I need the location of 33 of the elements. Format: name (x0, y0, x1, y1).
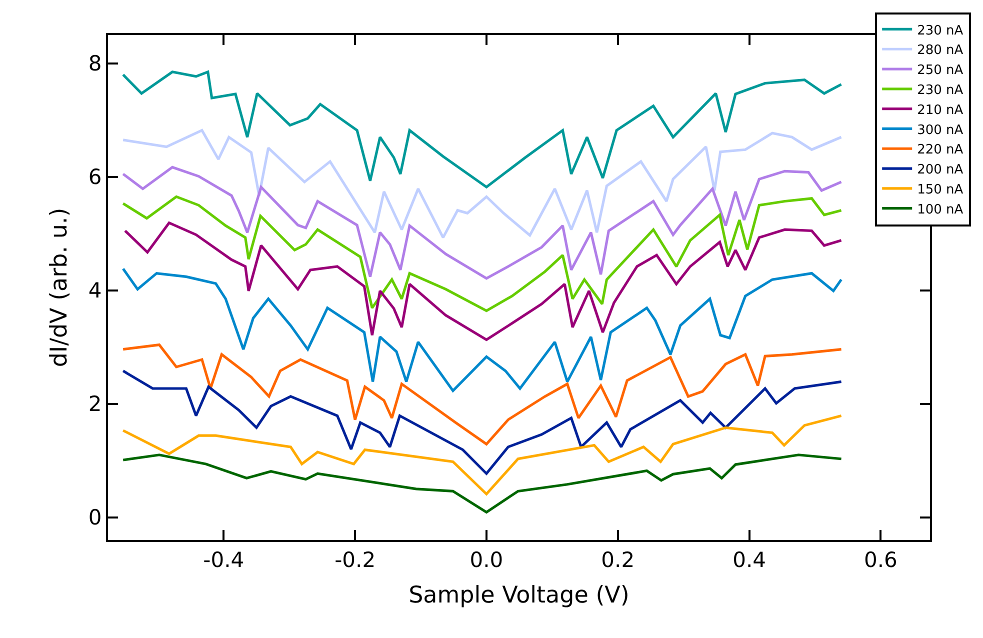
legend-label: 200 nA (917, 162, 964, 178)
x-tick-label: 0.2 (601, 548, 635, 572)
x-axis-title: Sample Voltage (V) (408, 582, 630, 608)
legend-label: 300 nA (917, 122, 964, 138)
y-tick-label: 6 (88, 165, 102, 190)
line-series (122, 267, 843, 392)
y-tick-label: 4 (88, 278, 102, 303)
x-tick-label: -0.4 (203, 548, 244, 572)
legend-label: 220 nA (917, 142, 964, 158)
x-tick-label: 0.4 (732, 548, 766, 572)
line-series (122, 195, 843, 312)
legend-label: 280 nA (917, 43, 964, 58)
line-series (122, 344, 843, 446)
line-series (122, 454, 843, 514)
x-tick-label: -0.2 (334, 548, 376, 572)
y-tick-label: 0 (88, 506, 102, 530)
line-series (122, 166, 843, 280)
y-axis-title: dI/dV (arb. u.) (46, 208, 72, 368)
x-tick-label: 0.0 (470, 548, 504, 572)
legend-label: 100 nA (917, 202, 964, 218)
legend-label: 230 nA (917, 82, 964, 98)
line-series (122, 70, 843, 188)
line-series (122, 414, 843, 496)
legend-label: 210 nA (917, 102, 964, 118)
y-tick-label: 2 (88, 392, 102, 416)
y-tick-label: 8 (88, 52, 102, 76)
line-series (122, 129, 843, 239)
legend-label: 230 nA (917, 23, 964, 38)
line-series (122, 370, 843, 475)
legend-label: 150 nA (917, 182, 964, 198)
x-tick-label: 0.6 (864, 548, 898, 572)
line-series (124, 222, 843, 341)
legend-label: 250 nA (917, 63, 964, 78)
